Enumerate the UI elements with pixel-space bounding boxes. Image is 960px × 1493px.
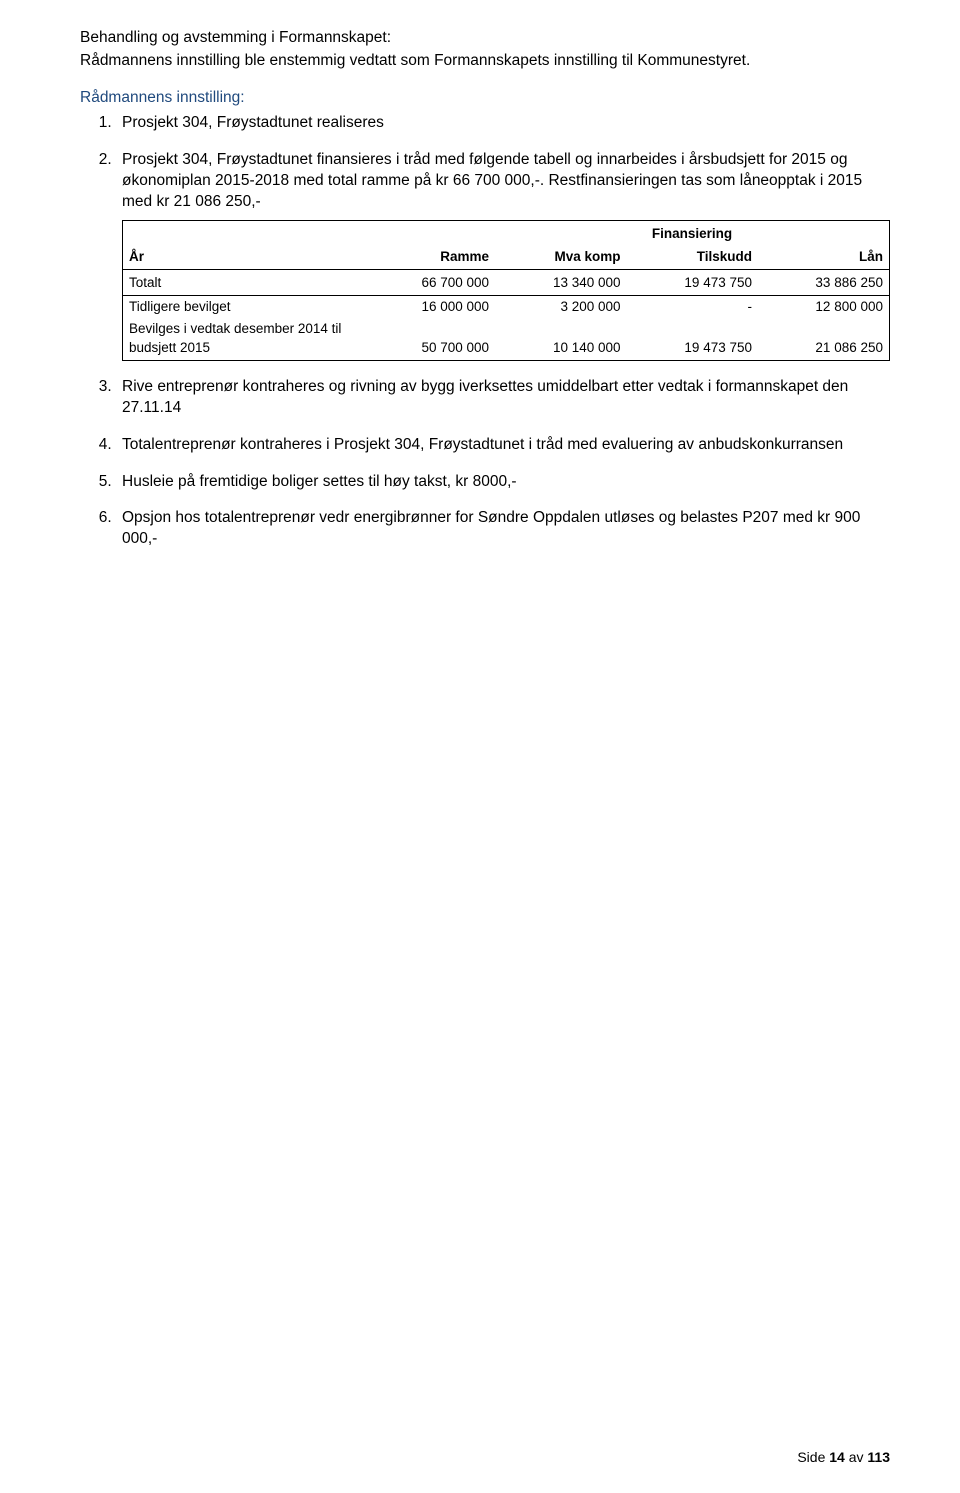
footer-of-word: av — [845, 1449, 868, 1465]
col-tilskudd: Tilskudd — [627, 246, 758, 270]
list-item-6: Opsjon hos totalentreprenør vedr energib… — [116, 508, 890, 550]
behandling-heading: Behandling og avstemming i Formannskapet… — [80, 28, 890, 49]
row0-mva: 13 340 000 — [495, 269, 626, 295]
list-item-2-text: Prosjekt 304, Frøystadtunet finansieres … — [122, 151, 862, 210]
document-page: Behandling og avstemming i Formannskapet… — [0, 0, 960, 1493]
behandling-body: Rådmannens innstilling ble enstemmig ved… — [80, 51, 890, 72]
row2-ramme: 50 700 000 — [364, 318, 495, 360]
list-item-4: Totalentreprenør kontraheres i Prosjekt … — [116, 435, 890, 456]
row1-ramme: 16 000 000 — [364, 296, 495, 319]
row0-lan: 33 886 250 — [758, 269, 890, 295]
row2-tilskudd: 19 473 750 — [627, 318, 758, 360]
list-item-5-text: Husleie på fremtidige boliger settes til… — [122, 473, 517, 490]
innstilling-list: Prosjekt 304, Frøystadtunet realiseres P… — [80, 113, 890, 551]
page-footer: Side 14 av 113 — [797, 1449, 890, 1465]
table-empty-header — [123, 221, 364, 246]
table-column-headers: År Ramme Mva komp Tilskudd Lån — [123, 246, 890, 270]
list-item-2: Prosjekt 304, Frøystadtunet finansieres … — [116, 150, 890, 361]
col-lan: Lån — [758, 246, 890, 270]
col-ramme: Ramme — [364, 246, 495, 270]
list-item-3: Rive entreprenør kontraheres og rivning … — [116, 377, 890, 419]
finance-table: Finansiering År Ramme Mva komp Tilskudd … — [122, 220, 890, 360]
footer-prefix: Side — [797, 1449, 829, 1465]
footer-page-number: 14 — [829, 1449, 845, 1465]
table-empty-header-2 — [364, 221, 495, 246]
list-item-6-text: Opsjon hos totalentreprenør vedr energib… — [122, 509, 860, 547]
table-row: Tidligere bevilget 16 000 000 3 200 000 … — [123, 296, 890, 319]
innstilling-label: Rådmannens innstilling: — [80, 88, 890, 109]
list-item-1: Prosjekt 304, Frøystadtunet realiseres — [116, 113, 890, 134]
row2-lan: 21 086 250 — [758, 318, 890, 360]
list-item-1-text: Prosjekt 304, Frøystadtunet realiseres — [122, 114, 384, 131]
col-year: År — [123, 246, 364, 270]
row2-mva: 10 140 000 — [495, 318, 626, 360]
list-item-4-text: Totalentreprenør kontraheres i Prosjekt … — [122, 436, 843, 453]
row0-label: Totalt — [123, 269, 364, 295]
row1-lan: 12 800 000 — [758, 296, 890, 319]
row2-label: Bevilges i vedtak desember 2014 til buds… — [123, 318, 364, 360]
table-row: Totalt 66 700 000 13 340 000 19 473 750 … — [123, 269, 890, 295]
row0-tilskudd: 19 473 750 — [627, 269, 758, 295]
row1-tilskudd: - — [627, 296, 758, 319]
row1-label: Tidligere bevilget — [123, 296, 364, 319]
table-group-header: Finansiering — [495, 221, 889, 246]
list-item-5: Husleie på fremtidige boliger settes til… — [116, 472, 890, 493]
list-item-3-text: Rive entreprenør kontraheres og rivning … — [122, 378, 848, 416]
row0-ramme: 66 700 000 — [364, 269, 495, 295]
footer-total-pages: 113 — [867, 1449, 890, 1465]
table-row: Bevilges i vedtak desember 2014 til buds… — [123, 318, 890, 360]
row1-mva: 3 200 000 — [495, 296, 626, 319]
col-mva: Mva komp — [495, 246, 626, 270]
table-group-header-row: Finansiering — [123, 221, 890, 246]
